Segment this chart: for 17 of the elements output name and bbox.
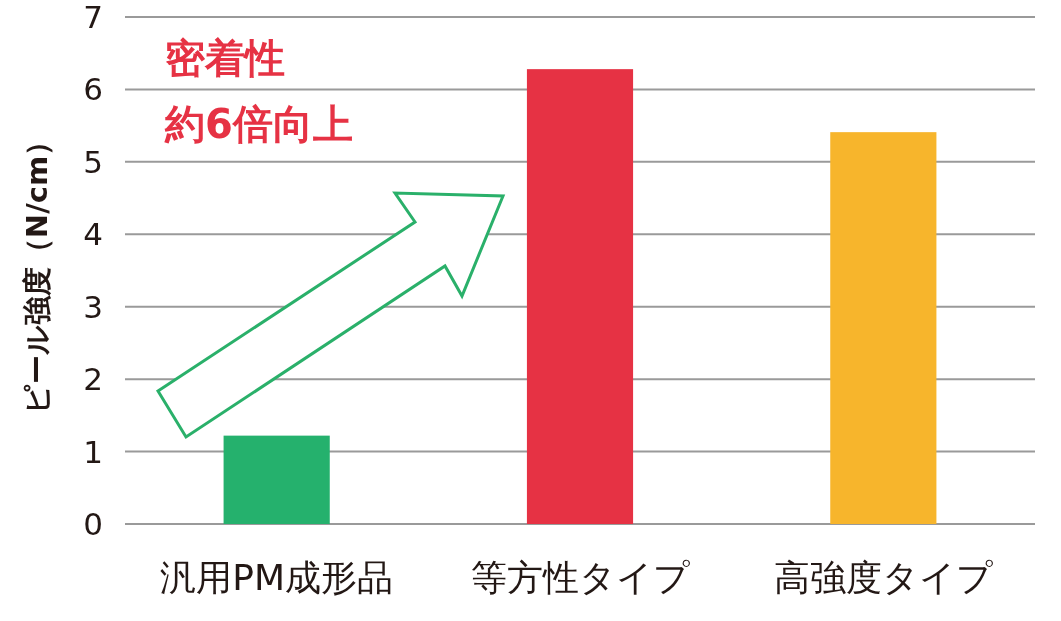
y-axis-title: ピール強度（N/cm） xyxy=(20,126,54,415)
x-tick-label: 汎用PM成形品 xyxy=(160,557,394,598)
bar xyxy=(526,69,634,524)
y-tick-label: 4 xyxy=(83,216,103,253)
x-tick-label: 等方性タイプ xyxy=(470,557,690,598)
bar xyxy=(830,132,937,524)
y-tick-label: 2 xyxy=(83,361,103,398)
annotation: 密着性 xyxy=(165,35,285,81)
annotation: 約6倍向上 xyxy=(164,101,353,147)
y-tick-label: 7 xyxy=(83,0,103,35)
y-tick-label: 6 xyxy=(83,71,103,108)
y-tick-label: 0 xyxy=(83,506,103,542)
y-tick-label: 1 xyxy=(83,433,103,470)
bar xyxy=(223,435,330,524)
x-tick-label: 高強度タイプ xyxy=(773,557,993,598)
y-tick-label: 5 xyxy=(83,143,103,180)
y-tick-label: 3 xyxy=(83,288,103,325)
